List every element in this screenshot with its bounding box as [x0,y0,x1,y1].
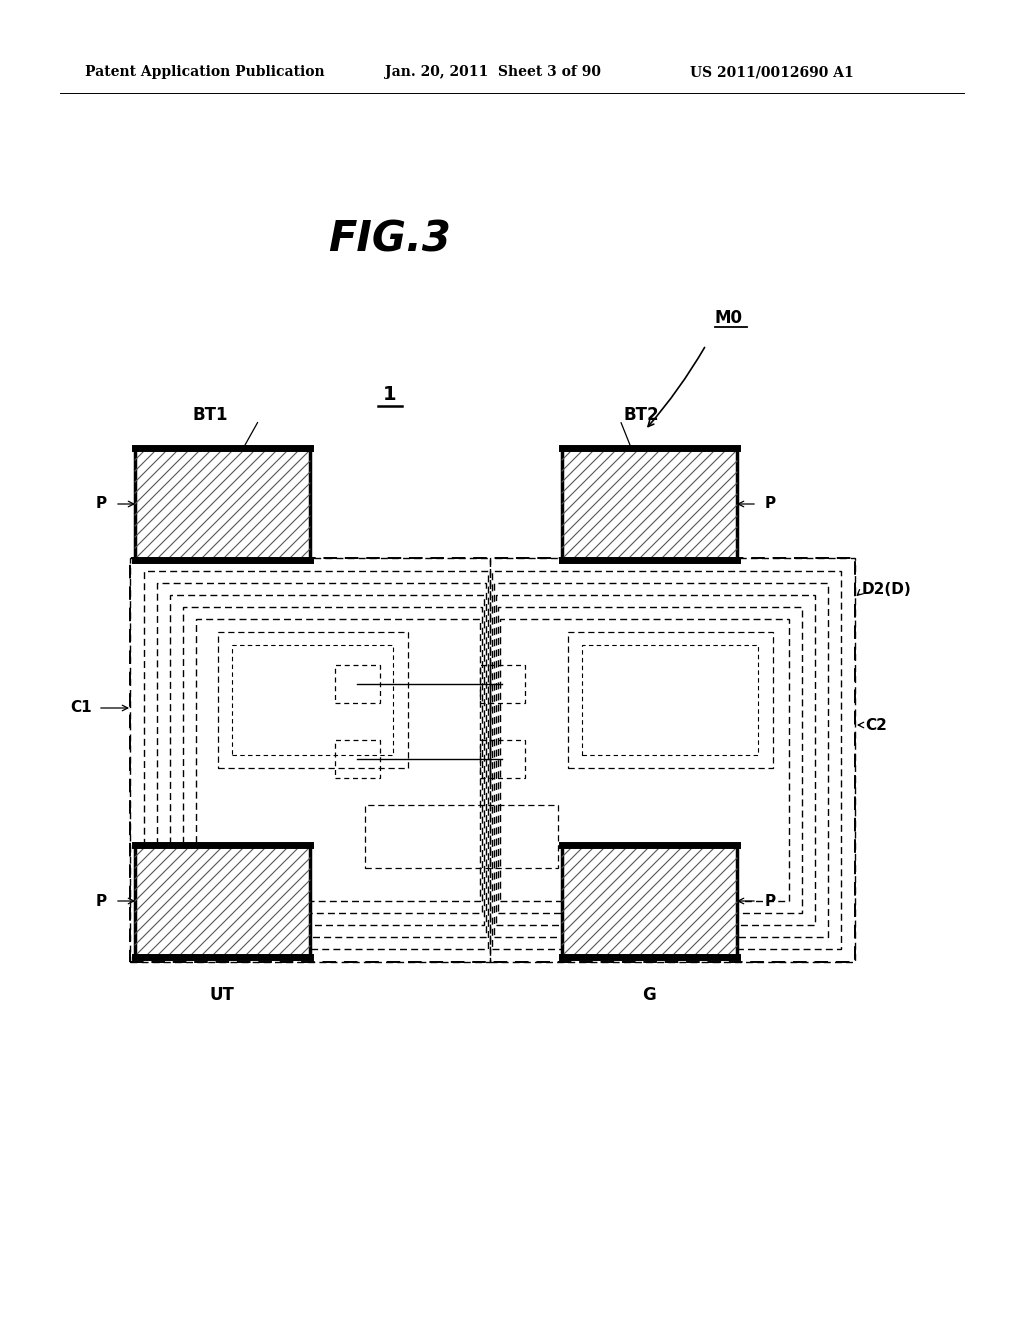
Bar [496,595,815,925]
Bar [335,741,380,777]
Bar [157,583,486,937]
Bar [144,572,488,949]
Bar [480,665,525,704]
Bar [562,845,737,957]
Text: UT: UT [210,986,234,1005]
Bar [562,447,737,560]
Text: G: G [642,986,656,1005]
Text: US 2011/0012690 A1: US 2011/0012690 A1 [690,65,854,79]
Bar [170,595,484,925]
Bar [480,741,525,777]
Bar [135,845,310,957]
Text: BT2: BT2 [624,407,658,424]
Bar [582,645,758,755]
Text: C1: C1 [71,701,92,715]
Text: BT1: BT1 [193,407,227,424]
Text: Jan. 20, 2011  Sheet 3 of 90: Jan. 20, 2011 Sheet 3 of 90 [385,65,601,79]
Text: M0: M0 [715,309,743,327]
Text: FIG.3: FIG.3 [329,219,452,261]
Text: P: P [765,894,776,908]
Bar [218,632,408,768]
Bar [498,607,802,913]
Text: P: P [96,894,106,908]
Text: 1: 1 [383,385,397,404]
Bar [490,558,855,962]
Text: Patent Application Publication: Patent Application Publication [85,65,325,79]
Text: P: P [96,496,106,511]
Bar [130,558,855,962]
Bar [365,805,558,869]
Bar [135,447,310,560]
Bar [196,619,480,902]
Bar [335,665,380,704]
Text: C2: C2 [865,718,887,733]
Bar [492,572,841,949]
Bar [500,619,790,902]
Text: P: P [765,496,776,511]
Bar [183,607,482,913]
Bar [232,645,393,755]
Bar [568,632,773,768]
Bar [130,558,490,962]
Bar [494,583,828,937]
Text: D2(D): D2(D) [862,582,911,598]
